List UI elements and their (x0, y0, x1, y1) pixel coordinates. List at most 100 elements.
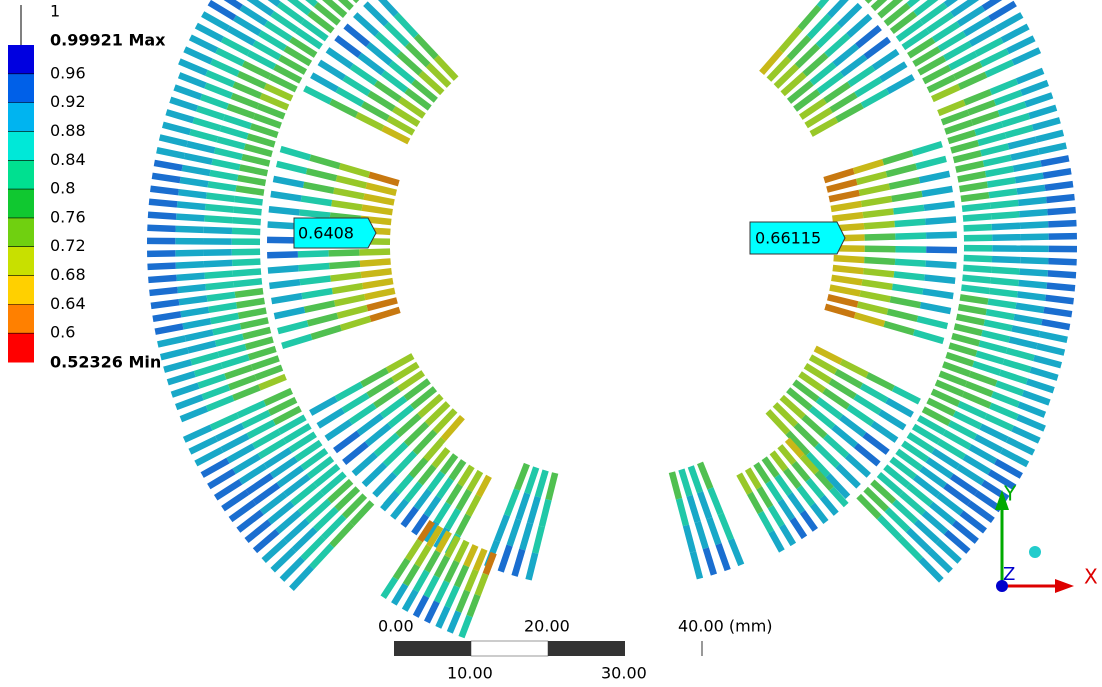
strip (191, 355, 218, 363)
strip (204, 218, 232, 220)
strip (990, 203, 1018, 206)
strip (964, 238, 992, 239)
strip (204, 263, 232, 264)
strip (1008, 38, 1034, 51)
strip (330, 275, 361, 279)
strip (1013, 50, 1040, 62)
strip (710, 488, 720, 513)
strip (426, 577, 437, 597)
strip (205, 85, 231, 95)
legend-swatch (8, 189, 34, 218)
strip (177, 204, 205, 207)
strip (857, 174, 887, 182)
strip (393, 501, 407, 518)
strip (184, 156, 212, 162)
strip (335, 297, 365, 303)
strip (693, 552, 700, 579)
strip (274, 310, 304, 316)
strip (234, 281, 262, 284)
strip (679, 499, 686, 526)
strip (233, 387, 259, 398)
strip (254, 116, 281, 126)
strip (259, 377, 285, 388)
strip (185, 332, 213, 338)
legend-swatch (8, 45, 34, 74)
strip (771, 507, 782, 526)
strip (917, 319, 947, 326)
strip (895, 222, 926, 224)
strip (1006, 128, 1033, 136)
strip (269, 282, 300, 286)
strip (825, 307, 855, 316)
result-view: 1 0.99921 Max 0.52326 Min 0.960.920.880.… (0, 0, 1102, 687)
strip (862, 91, 888, 105)
strip (960, 185, 988, 189)
strip (450, 612, 459, 633)
strip (895, 262, 926, 264)
strip (211, 415, 238, 427)
strip (983, 158, 1011, 164)
strip (698, 522, 706, 548)
strip (405, 591, 416, 611)
strip (329, 264, 360, 266)
strip (207, 73, 234, 85)
strip (478, 574, 486, 595)
strip (427, 552, 438, 572)
strip (996, 15, 1022, 29)
strip (361, 271, 392, 275)
strip (416, 571, 427, 591)
strip (175, 87, 202, 97)
strip (199, 377, 226, 386)
strip (268, 268, 299, 270)
strip (803, 512, 816, 530)
strip (246, 339, 273, 347)
legend-label: 0.88 (50, 121, 86, 140)
strip (771, 532, 782, 551)
x-label: X (1084, 565, 1098, 589)
strip (213, 326, 241, 332)
strip (232, 252, 260, 253)
strip (894, 274, 925, 277)
strip (913, 144, 942, 153)
strip (968, 103, 994, 113)
strip (986, 416, 1013, 428)
probe-label: 0.66115 (755, 229, 821, 248)
strip (700, 463, 710, 488)
strip (354, 454, 376, 473)
strip (151, 302, 179, 306)
strip (856, 79, 881, 94)
strip (865, 237, 896, 238)
strip (914, 332, 944, 341)
strip (203, 14, 229, 28)
strip (832, 278, 862, 283)
legend: 1 0.99921 Max 0.52326 Min 0.960.920.880.… (8, 2, 166, 372)
scale-segment (394, 641, 471, 656)
strip (149, 290, 177, 293)
strip (416, 491, 429, 509)
strip (976, 354, 1003, 362)
strip (1039, 146, 1067, 152)
strip (777, 476, 790, 494)
strip (827, 182, 857, 190)
strip (1048, 273, 1076, 275)
strip (1049, 236, 1077, 237)
strip (272, 296, 302, 301)
strip (154, 163, 182, 168)
strip (437, 582, 447, 602)
strip (1031, 370, 1058, 378)
strip (470, 595, 478, 616)
strip (417, 546, 429, 565)
strip (408, 541, 420, 560)
strip (344, 444, 367, 462)
strip (996, 461, 1022, 475)
strip (458, 491, 469, 510)
strip (1046, 298, 1074, 301)
strip (1012, 328, 1040, 334)
strip (883, 153, 912, 162)
strip (362, 208, 392, 213)
strip (221, 128, 248, 136)
strip (170, 100, 197, 109)
strip (345, 26, 368, 45)
legend-swatch (8, 276, 34, 305)
strip (691, 466, 700, 492)
